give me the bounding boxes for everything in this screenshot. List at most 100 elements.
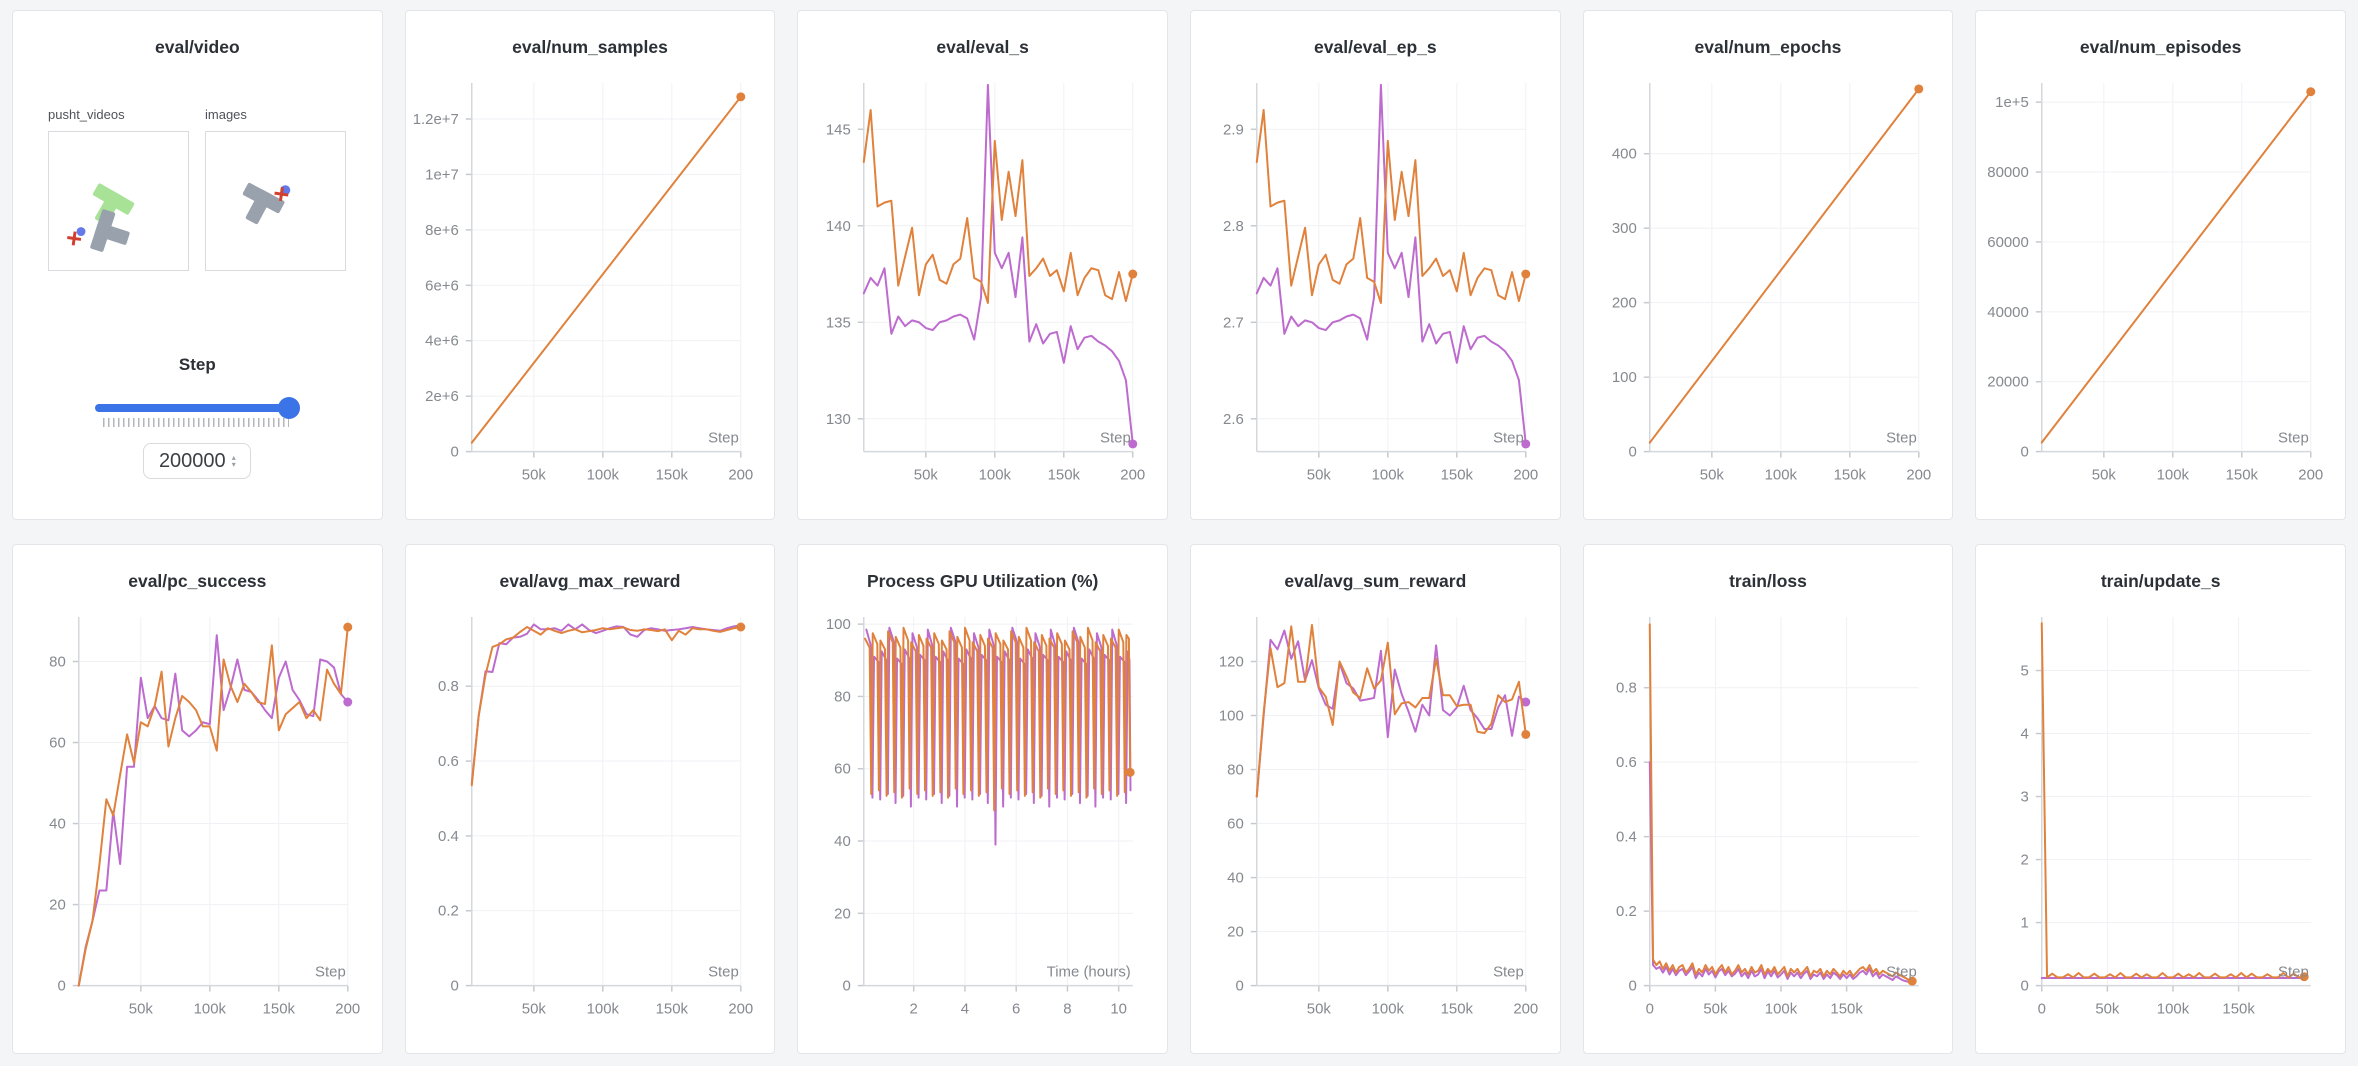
svg-text:2: 2 — [2021, 852, 2029, 869]
media-label: images — [205, 107, 247, 122]
svg-text:50k: 50k — [2096, 1000, 2121, 1017]
svg-text:150k: 150k — [2223, 1000, 2256, 1017]
svg-text:100k: 100k — [1372, 1001, 1405, 1018]
svg-text:135: 135 — [826, 314, 851, 331]
svg-text:0.8: 0.8 — [438, 678, 459, 695]
svg-text:100k: 100k — [194, 1000, 227, 1017]
chart-panel: eval/pc_success 50k 100k 150k 200 0 20 40 60 80 S… — [12, 544, 383, 1054]
svg-text:200: 200 — [2299, 466, 2324, 483]
chart-title: train/loss — [1729, 571, 1807, 591]
video-thumbnail-pusht[interactable] — [48, 131, 189, 271]
chart-panel: train/loss 0 50k 100k 150k 0 0.2 0.4 0.6 0.8 Step — [1582, 544, 1954, 1054]
svg-text:100: 100 — [1219, 708, 1244, 725]
images-scene-icon — [242, 182, 291, 225]
svg-text:Step: Step — [2278, 964, 2309, 981]
svg-text:0: 0 — [2021, 978, 2029, 995]
svg-text:150k: 150k — [655, 1001, 688, 1018]
chart-plot[interactable]: 50k 100k 150k 200 130 135 140 145 Step — [798, 69, 1167, 519]
panel-title: eval/video — [155, 37, 240, 57]
chart-title: eval/eval_s — [936, 37, 1029, 57]
svg-text:0: 0 — [1628, 444, 1636, 461]
svg-text:60: 60 — [49, 735, 66, 752]
svg-text:8: 8 — [1064, 1000, 1072, 1017]
svg-text:40: 40 — [49, 816, 66, 833]
chart-title: eval/avg_sum_reward — [1284, 571, 1467, 591]
svg-text:Step: Step — [1886, 964, 1917, 981]
svg-text:4: 4 — [961, 1000, 969, 1017]
chart-plot[interactable]: 50k 100k 150k 200 0 100 200 300 400 Step — [1584, 69, 1953, 519]
chart-panel: eval/eval_s 50k 100k 150k 200 130 135 140 145 St… — [797, 10, 1168, 520]
step-increment-icon[interactable]: ▴ — [231, 453, 236, 462]
slider-tick-ruler — [103, 418, 289, 427]
chart-title: eval/num_episodes — [2079, 37, 2242, 57]
svg-text:80: 80 — [1227, 762, 1244, 779]
chart-plot[interactable]: 50k 100k 150k 200 0 2e+6 4e+6 6e+6 8e+6 1e+7 1.2e+… — [406, 69, 775, 519]
step-input[interactable]: 200000 ▴ ▾ — [143, 443, 252, 479]
svg-text:50k: 50k — [1699, 467, 1724, 484]
svg-text:2: 2 — [910, 1000, 918, 1017]
svg-text:200: 200 — [1513, 467, 1538, 484]
step-decrement-icon[interactable]: ▾ — [231, 460, 236, 469]
chart-plot[interactable]: 0 50k 100k 150k 0 0.2 0.4 0.6 0.8 Step — [1584, 603, 1953, 1053]
svg-text:0: 0 — [450, 444, 458, 461]
slider-track[interactable] — [95, 397, 300, 419]
svg-text:300: 300 — [1612, 220, 1637, 237]
svg-text:200: 200 — [1513, 1001, 1538, 1018]
svg-text:100k: 100k — [1764, 467, 1797, 484]
chart-plot[interactable]: 0 50k 100k 150k 0 1 2 3 4 5 Step — [1976, 603, 2345, 1053]
step-slider[interactable] — [95, 397, 300, 427]
svg-text:8e+6: 8e+6 — [425, 222, 459, 239]
svg-text:150k: 150k — [1441, 1001, 1474, 1018]
svg-text:40: 40 — [835, 833, 852, 850]
svg-text:40000: 40000 — [1988, 304, 2030, 321]
svg-text:0.6: 0.6 — [438, 753, 459, 770]
svg-text:60: 60 — [835, 761, 852, 778]
svg-text:6: 6 — [1012, 1000, 1020, 1017]
svg-text:120: 120 — [1219, 653, 1244, 670]
svg-text:Step: Step — [708, 430, 739, 447]
step-input-value[interactable]: 200000 — [158, 449, 226, 472]
svg-text:Time (hours): Time (hours) — [1047, 964, 1131, 981]
chart-title: train/update_s — [2100, 571, 2221, 591]
svg-text:150k: 150k — [1833, 467, 1866, 484]
chart-panel: eval/avg_sum_reward 50k 100k 150k 200 0 20 40 6… — [1189, 544, 1561, 1054]
chart-title: eval/num_epochs — [1694, 37, 1842, 57]
chart-plot[interactable]: 50k 100k 150k 200 0 20 40 60 80 100 120 Step — [1191, 603, 1560, 1053]
chart-plot[interactable]: 50k 100k 150k 200 2.6 2.7 2.8 2.9 Step — [1191, 69, 1560, 519]
svg-text:20000: 20000 — [1988, 374, 2030, 391]
svg-text:100k: 100k — [2157, 466, 2190, 483]
svg-text:0.6: 0.6 — [1616, 754, 1637, 771]
svg-text:100k: 100k — [1764, 1001, 1797, 1018]
chart-panel: eval/num_epochs 50k 100k 150k 200 0 100 200 300… — [1582, 10, 1954, 520]
chart-title: eval/num_samples — [512, 37, 668, 57]
chart-plot[interactable]: 50k 100k 150k 200 0 0.2 0.4 0.6 0.8 Step — [406, 603, 775, 1053]
chart-panel: eval/num_episodes 50k 100k 150k 200 0 20000 40… — [1975, 10, 2346, 520]
chart-panel: Process GPU Utilization (%) 2 4 6 8 10 0 20 40 6… — [797, 544, 1168, 1054]
video-thumbnail-images[interactable] — [205, 131, 346, 271]
svg-text:80000: 80000 — [1988, 164, 2030, 181]
svg-text:20: 20 — [49, 897, 66, 914]
svg-text:200: 200 — [1612, 295, 1637, 312]
svg-text:0: 0 — [2038, 1000, 2046, 1017]
chart-plot[interactable]: 50k 100k 150k 200 0 20 40 60 80 Step — [13, 603, 382, 1053]
svg-text:140: 140 — [826, 218, 851, 235]
svg-text:50k: 50k — [521, 1001, 546, 1018]
svg-text:2.9: 2.9 — [1223, 121, 1244, 138]
svg-text:100k: 100k — [586, 1001, 619, 1018]
slider-knob[interactable] — [278, 397, 300, 419]
svg-text:2.8: 2.8 — [1223, 218, 1244, 235]
chart-plot[interactable]: 50k 100k 150k 200 0 20000 40000 60000 80000 1e+5 S… — [1976, 69, 2345, 519]
chart-title: eval/eval_ep_s — [1314, 37, 1437, 57]
svg-text:0: 0 — [57, 978, 65, 995]
svg-text:100k: 100k — [1372, 467, 1405, 484]
svg-text:145: 145 — [826, 121, 851, 138]
svg-text:1: 1 — [2021, 915, 2029, 932]
svg-text:Step: Step — [1100, 430, 1131, 447]
svg-text:1.2e+7: 1.2e+7 — [412, 111, 458, 128]
svg-text:150k: 150k — [655, 467, 688, 484]
chart-panel: eval/num_samples 50k 100k 150k 200 0 2e+6 4e+6… — [404, 10, 776, 520]
svg-text:50k: 50k — [1703, 1001, 1728, 1018]
svg-text:1e+7: 1e+7 — [425, 166, 459, 183]
